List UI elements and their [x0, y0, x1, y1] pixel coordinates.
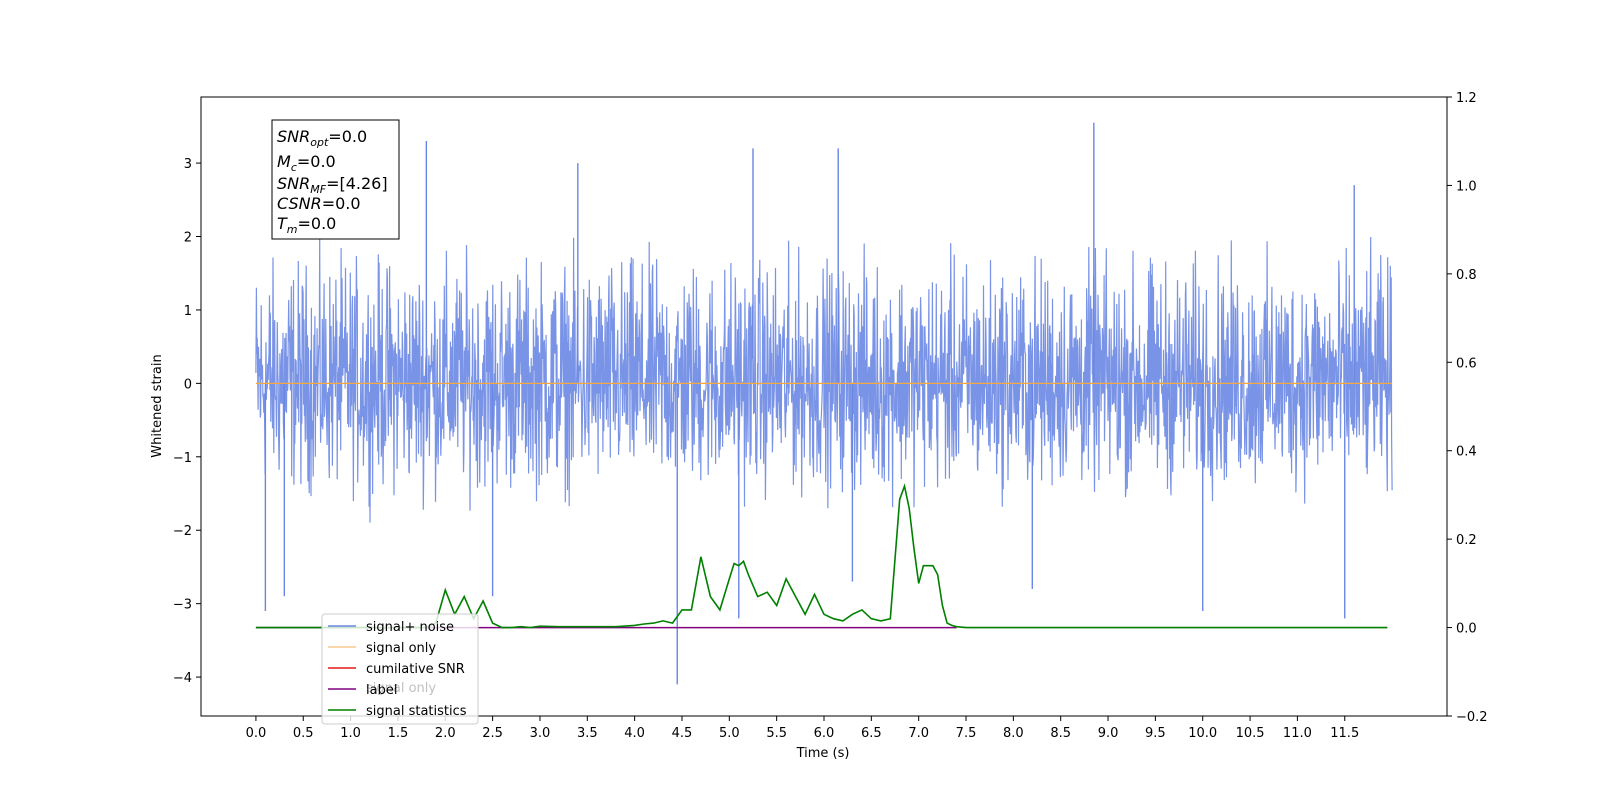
- x-tick-label: 8.5: [1050, 726, 1071, 741]
- legend-ghost-text: signal only: [366, 681, 436, 696]
- x-tick-label: 8.0: [1003, 726, 1024, 741]
- legend-label-cumulative-snr: cumilative SNR: [366, 662, 465, 677]
- x-tick-label: 5.0: [719, 726, 740, 741]
- y2-tick-label: 0.0: [1456, 622, 1477, 637]
- series-signal-plus-noise-line: [255, 232, 1393, 523]
- legend: signal only signal+ noise signal only cu…: [321, 613, 479, 725]
- y-tick-label: 1: [184, 304, 192, 319]
- x-tick-label: 5.5: [766, 726, 787, 741]
- x-tick-label: 0.0: [246, 726, 267, 741]
- legend-label-signal-noise: signal+ noise: [366, 620, 454, 635]
- x-tick-label: 3.0: [530, 726, 551, 741]
- stat-csnr: CSNR=0.0: [277, 194, 361, 213]
- x-tick-label: 10.0: [1188, 726, 1217, 741]
- y2-tick-label: 0.8: [1456, 268, 1477, 283]
- stats-box-frame: [271, 119, 400, 240]
- y2-tick-label: 0.4: [1456, 445, 1477, 460]
- stat-snr-opt: SNRopt=0.0: [277, 127, 367, 149]
- y-tick-label: −2: [173, 524, 192, 539]
- stat-mc: Mc=0.0: [277, 152, 336, 174]
- x-tick-label: 1.5: [388, 726, 409, 741]
- x-tick-label: 11.5: [1330, 726, 1359, 741]
- x-tick-label: 6.0: [814, 726, 835, 741]
- x-tick-label: 2.0: [435, 726, 456, 741]
- legend-label-signal-statistics: signal statistics: [366, 704, 467, 719]
- x-tick-label: 1.0: [340, 726, 361, 741]
- legend-label-label: label: [366, 683, 397, 698]
- y-axis-right: −0.2 0.0 0.2 0.4 0.6 0.8 1.0 1.2: [1447, 91, 1488, 725]
- y-tick-label: −1: [173, 451, 192, 466]
- y2-tick-label: −0.2: [1456, 710, 1488, 725]
- stats-box: SNRopt=0.0 Mc=0.0 SNRMF=[4.26] CSNR=0.0 …: [271, 119, 400, 240]
- x-tick-label: 7.5: [956, 726, 977, 741]
- x-tick-label: 9.5: [1145, 726, 1166, 741]
- x-tick-label: 11.0: [1283, 726, 1312, 741]
- legend-frame: [321, 613, 479, 725]
- x-tick-label: 9.0: [1098, 726, 1119, 741]
- y2-tick-label: 0.2: [1456, 533, 1477, 548]
- y-tick-label: −3: [173, 598, 192, 613]
- x-tick-label: 6.5: [861, 726, 882, 741]
- x-axis: 0.0 0.5 1.0 1.5 2.0 2.5 3.0 3.5 4.0 4.5 5.0 5.5 6.0 6…: [246, 716, 1359, 741]
- y2-tick-label: 0.6: [1456, 356, 1477, 371]
- y-axis-left: −4 −3 −2 −1 0 1 2 3: [173, 157, 201, 686]
- x-tick-label: 4.0: [624, 726, 645, 741]
- x-tick-label: 7.0: [908, 726, 929, 741]
- x-tick-label: 4.5: [672, 726, 693, 741]
- y-tick-label: 2: [184, 231, 192, 246]
- y-axis-label: Whitened strain: [150, 354, 165, 457]
- stat-tm: Tm=0.0: [277, 214, 336, 236]
- y-tick-label: 0: [184, 377, 192, 392]
- stat-snr-mf: SNRMF=[4.26]: [277, 174, 388, 196]
- y-tick-label: 3: [184, 157, 192, 172]
- x-axis-label: Time (s): [796, 746, 850, 761]
- x-tick-label: 10.5: [1236, 726, 1265, 741]
- x-tick-label: 3.5: [577, 726, 598, 741]
- series-signal-statistics-line: [255, 483, 1388, 629]
- x-tick-label: 2.5: [482, 726, 503, 741]
- y-tick-label: −4: [173, 671, 192, 686]
- y2-tick-label: 1.0: [1456, 179, 1477, 194]
- legend-label-signal-only: signal only: [366, 641, 436, 656]
- noise-spikes: [264, 122, 1355, 685]
- x-tick-label: 0.5: [293, 726, 314, 741]
- y2-tick-label: 1.2: [1456, 91, 1477, 106]
